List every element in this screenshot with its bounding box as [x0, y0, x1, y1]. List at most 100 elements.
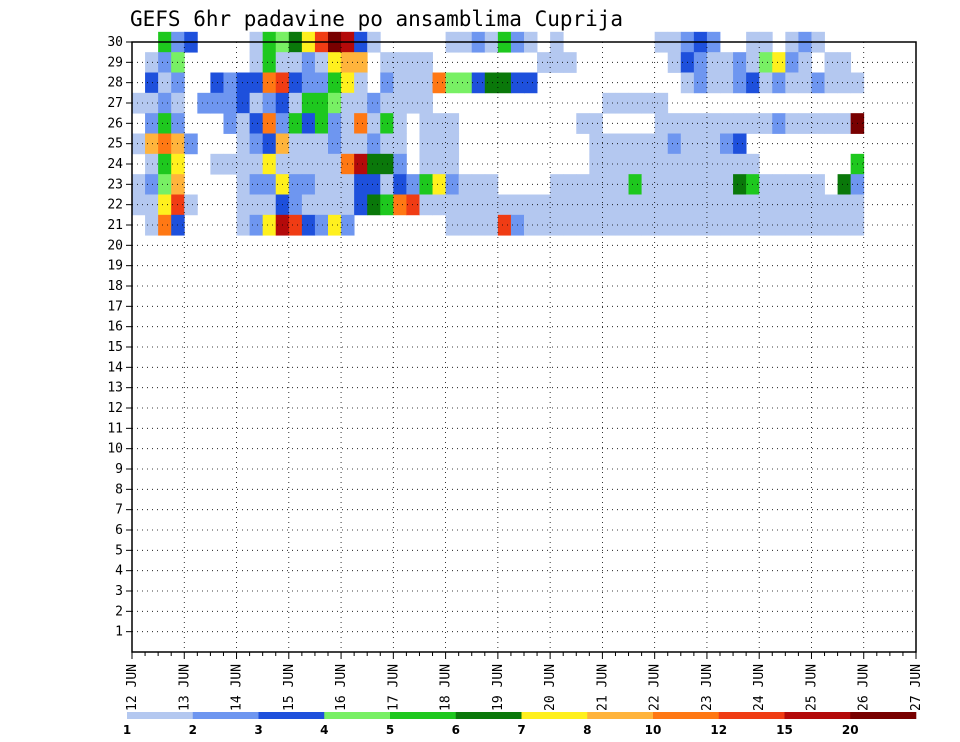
- colorbar-label: 12: [710, 723, 727, 737]
- precip-cell: [158, 113, 172, 134]
- precip-cell: [772, 72, 786, 94]
- precip-cell: [367, 133, 381, 155]
- precip-cell: [654, 133, 669, 155]
- x-tick-label: 20 JUN: [543, 664, 558, 711]
- colorbar-swatch: [653, 712, 720, 719]
- y-tick-label: 11: [107, 421, 123, 436]
- precip-cell: [733, 194, 747, 216]
- precip-cell: [589, 174, 603, 195]
- precip-cell: [837, 174, 852, 195]
- precip-cell: [236, 174, 250, 195]
- precip-cell: [158, 72, 172, 94]
- precip-cell: [236, 72, 250, 94]
- precip-cell: [824, 113, 838, 134]
- x-tick-label: 27 JUN: [909, 664, 924, 711]
- colorbar-swatch: [324, 712, 391, 719]
- precip-cell: [458, 214, 473, 236]
- precip-cell: [406, 92, 420, 114]
- precip-cell: [837, 72, 852, 94]
- precip-cell: [314, 214, 329, 236]
- precip-cell: [706, 194, 721, 216]
- precip-cell: [693, 52, 708, 73]
- precip-cell: [145, 72, 159, 94]
- precip-cell: [589, 153, 603, 175]
- colorbar-swatch: [521, 712, 588, 719]
- precip-cell: [314, 52, 329, 73]
- y-tick-label: 9: [115, 462, 123, 477]
- precip-cell: [145, 153, 159, 175]
- precip-cell: [393, 92, 407, 114]
- precip-cell: [262, 174, 277, 195]
- precip-cell: [706, 133, 721, 155]
- precip-cell: [550, 174, 564, 195]
- precip-cell: [693, 153, 708, 175]
- precip-cell: [497, 214, 512, 236]
- precip-cell: [720, 153, 734, 175]
- precip-cell: [288, 214, 303, 236]
- x-tick-label: 25 JUN: [804, 664, 819, 711]
- precip-cell: [145, 52, 159, 73]
- precip-cell: [641, 133, 656, 155]
- precip-cell: [550, 214, 564, 236]
- precip-cell: [798, 72, 812, 94]
- precip-cell: [824, 194, 838, 216]
- precip-cell: [693, 133, 708, 155]
- precip-cell: [471, 194, 486, 216]
- precip-cell: [563, 52, 577, 73]
- precip-cell: [328, 214, 342, 236]
- precip-cell: [667, 153, 682, 175]
- precip-cell: [367, 153, 381, 175]
- x-tick-label: 14 JUN: [230, 664, 245, 711]
- precip-cell: [314, 174, 329, 195]
- precip-cell: [720, 194, 734, 216]
- precip-cell: [249, 174, 264, 195]
- colorbar-swatch: [192, 712, 259, 719]
- precip-cell: [706, 113, 721, 134]
- precip-cell: [667, 174, 682, 195]
- precip-cell: [262, 113, 277, 134]
- y-tick-label: 13: [107, 381, 123, 396]
- y-tick-label: 17: [107, 299, 123, 314]
- colorbar-label: 8: [583, 723, 591, 737]
- precip-cell: [419, 174, 433, 195]
- precip-cell: [314, 133, 329, 155]
- precip-cell: [798, 113, 812, 134]
- precip-cell: [367, 92, 381, 114]
- precip-cell: [798, 174, 812, 195]
- precip-cell: [432, 133, 446, 155]
- y-tick-label: 14: [107, 360, 123, 375]
- precip-cell: [759, 174, 773, 195]
- x-tick-label: 17 JUN: [386, 664, 401, 711]
- precip-cell: [550, 194, 564, 216]
- precip-cell: [654, 214, 669, 236]
- x-axis: 12 JUN 13 JUN 14 JUN 15 JUN 16 JUN 17 JUN 18 J…: [125, 652, 924, 711]
- precip-cell: [589, 133, 603, 155]
- precip-cell: [720, 72, 734, 94]
- precip-cell: [367, 194, 381, 216]
- precip-cell: [706, 72, 721, 94]
- chart-title: GEFS 6hr padavine po ansamblima Cuprija: [130, 7, 623, 31]
- precip-cell: [406, 194, 420, 216]
- precip-cell: [811, 214, 825, 236]
- precip-cell: [497, 72, 512, 94]
- precip-cell: [524, 194, 538, 216]
- precip-cell: [484, 72, 499, 94]
- y-tick-label: 29: [107, 55, 123, 70]
- precip-cell: [223, 92, 237, 114]
- precip-cell: [132, 174, 146, 195]
- precip-cell: [393, 133, 407, 155]
- colorbar-label: 3: [254, 723, 262, 737]
- precip-cell: [798, 52, 812, 73]
- precip-cell: [524, 214, 538, 236]
- y-tick-label: 20: [107, 238, 123, 253]
- precip-cell: [249, 92, 264, 114]
- y-tick-label: 5: [115, 543, 123, 558]
- y-tick-label: 23: [107, 177, 123, 192]
- precip-cell: [759, 113, 773, 134]
- precip-cell: [249, 194, 264, 216]
- precip-cell: [706, 153, 721, 175]
- precip-cell: [628, 174, 642, 195]
- precip-cell: [641, 194, 656, 216]
- precip-cell: [693, 214, 708, 236]
